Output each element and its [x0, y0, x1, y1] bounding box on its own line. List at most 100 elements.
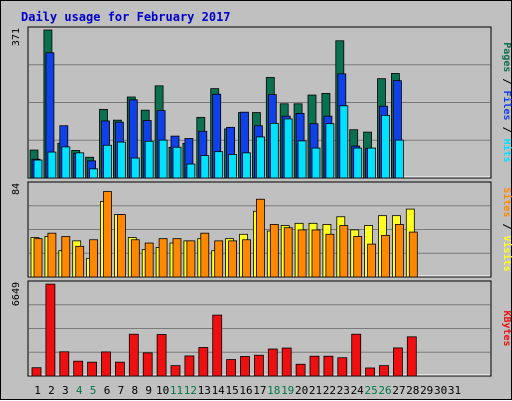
x-tick-label-day-9: 9 — [145, 384, 152, 397]
x-tick-label-day-13: 13 — [198, 384, 211, 397]
x-tick-label-day-28: 28 — [406, 384, 419, 397]
bar-sites-day-2 — [47, 232, 57, 278]
bar-hits-day-19 — [283, 118, 293, 179]
x-tick-label-day-2: 2 — [48, 384, 55, 397]
bar-hits-day-3 — [61, 146, 71, 179]
x-tick-label-day-20: 20 — [295, 384, 308, 397]
bar-kbytes-day-18 — [267, 348, 278, 377]
bar-kbytes-day-9 — [142, 352, 153, 377]
bar-kbytes-day-22 — [323, 355, 334, 377]
bar-kbytes-day-12 — [184, 355, 195, 377]
bar-sites-day-12 — [186, 240, 196, 278]
bar-sites-day-16 — [242, 239, 251, 278]
bar-hits-day-27 — [394, 139, 404, 179]
bar-sites-day-15 — [228, 240, 238, 278]
bar-hits-day-6 — [103, 144, 112, 179]
x-tick-label-day-30: 30 — [434, 384, 447, 397]
bar-kbytes-day-10 — [156, 334, 167, 377]
bar-hits-day-26 — [381, 114, 390, 179]
legend-kbytes: KBytes — [501, 310, 512, 346]
x-tick-label-day-7: 7 — [118, 384, 125, 397]
bar-hits-day-18 — [269, 122, 279, 179]
bar-kbytes-day-4 — [73, 360, 84, 377]
bar-kbytes-day-25 — [365, 367, 376, 377]
x-tick-label-day-16: 16 — [239, 384, 252, 397]
x-tick-label-day-29: 29 — [420, 384, 433, 397]
bar-sites-day-7 — [117, 214, 126, 278]
bar-kbytes-day-14 — [212, 314, 223, 377]
bar-hits-day-23 — [339, 105, 349, 179]
bar-sites-day-13 — [200, 232, 210, 278]
bar-hits-day-4 — [75, 152, 85, 179]
x-tick-label-day-15: 15 — [225, 384, 238, 397]
bar-sites-day-24 — [353, 236, 363, 278]
bar-kbytes-day-16 — [240, 356, 250, 377]
bar-hits-day-2 — [47, 151, 57, 179]
x-tick-label-day-17: 17 — [253, 384, 266, 397]
bar-hits-day-14 — [214, 151, 224, 179]
x-tick-label-day-14: 14 — [212, 384, 226, 397]
bar-hits-day-5 — [89, 168, 98, 179]
bar-kbytes-day-23 — [337, 357, 348, 377]
bar-sites-day-20 — [297, 229, 307, 278]
legend-files: Files — [501, 90, 512, 120]
bar-kbytes-day-6 — [101, 351, 111, 377]
x-tick-label-day-10: 10 — [156, 384, 169, 397]
bar-sites-day-9 — [144, 242, 154, 278]
chart-title: Daily usage for February 2017 — [21, 10, 231, 24]
bar-sites-day-17 — [255, 198, 265, 278]
bar-sites-day-11 — [172, 238, 182, 278]
x-tick-label-day-8: 8 — [131, 384, 138, 397]
bar-hits-day-17 — [255, 136, 265, 179]
bar-hits-day-11 — [172, 146, 182, 179]
bar-sites-day-1 — [33, 238, 43, 278]
x-tick-label-day-25: 25 — [364, 384, 377, 397]
bar-kbytes-day-1 — [31, 367, 42, 377]
bar-kbytes-day-8 — [128, 333, 139, 377]
legend-sites: Sites — [501, 187, 512, 217]
bar-kbytes-day-19 — [281, 347, 292, 377]
bar-sites-day-5 — [89, 239, 98, 278]
bar-hits-day-1 — [33, 159, 43, 179]
bar-hits-day-12 — [186, 163, 196, 179]
x-tick-label-day-11: 11 — [170, 384, 183, 397]
legend-visits: Visits — [501, 236, 512, 272]
bar-sites-day-10 — [158, 238, 168, 278]
y-axis-legend-hits-files-pages: Pages / Files / Hits — [501, 42, 512, 162]
bar-kbytes-day-27 — [392, 347, 403, 377]
bar-hits-day-13 — [200, 155, 210, 179]
bar-kbytes-day-26 — [379, 365, 389, 377]
x-tick-label-day-1: 1 — [34, 384, 41, 397]
bar-hits-day-16 — [242, 152, 251, 179]
bar-sites-day-26 — [381, 234, 390, 278]
x-tick-label-day-5: 5 — [90, 384, 97, 397]
x-tick-label-day-21: 21 — [309, 384, 322, 397]
bar-hits-day-21 — [311, 147, 321, 179]
bar-kbytes-day-17 — [253, 354, 264, 377]
x-tick-label-day-12: 12 — [184, 384, 197, 397]
bar-kbytes-day-3 — [59, 351, 70, 377]
bar-sites-day-27 — [394, 224, 404, 278]
bar-kbytes-day-13 — [198, 347, 209, 377]
bar-sites-day-22 — [325, 233, 335, 278]
y-axis-legend-kbytes: KBytes — [501, 310, 512, 346]
bar-hits-day-22 — [325, 123, 335, 179]
bar-kbytes-day-5 — [87, 361, 97, 377]
bar-kbytes-day-28 — [406, 336, 417, 377]
bar-sites-day-6 — [103, 191, 112, 278]
bar-kbytes-day-24 — [351, 333, 362, 377]
y-max-label-visits-sites: 84 — [11, 183, 22, 195]
bar-sites-day-18 — [269, 224, 279, 278]
bar-sites-day-23 — [339, 225, 349, 278]
x-tick-label-day-27: 27 — [392, 384, 405, 397]
y-axis-legend-visits-sites: Sites / Visits — [501, 187, 512, 271]
bar-sites-day-3 — [61, 236, 71, 278]
bar-hits-day-20 — [297, 140, 307, 179]
x-tick-label-day-26: 26 — [378, 384, 391, 397]
bar-sites-day-8 — [130, 239, 140, 278]
bar-kbytes-day-11 — [170, 365, 181, 377]
bar-hits-day-8 — [130, 157, 140, 179]
bar-sites-day-4 — [75, 245, 85, 278]
